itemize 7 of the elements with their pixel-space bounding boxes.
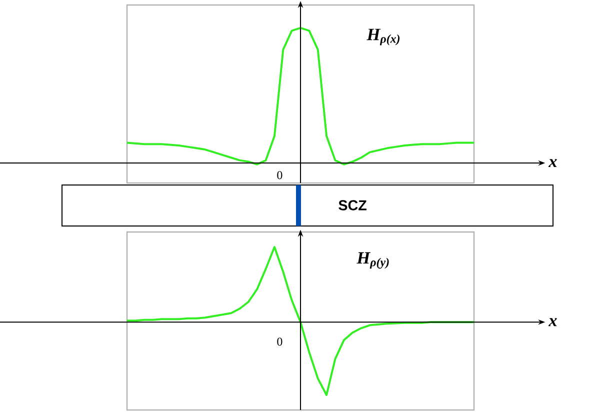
text: 0 bbox=[277, 171, 282, 180]
x-axis-title: x bbox=[548, 318, 557, 326]
x-axis-title: x bbox=[548, 159, 557, 167]
text: H$_{ρ(x)}$ bbox=[366, 28, 400, 46]
text: H$_{ρ(y)}$ bbox=[356, 252, 389, 269]
annotation: 0 bbox=[277, 338, 282, 346]
text: SCZ bbox=[338, 200, 366, 210]
